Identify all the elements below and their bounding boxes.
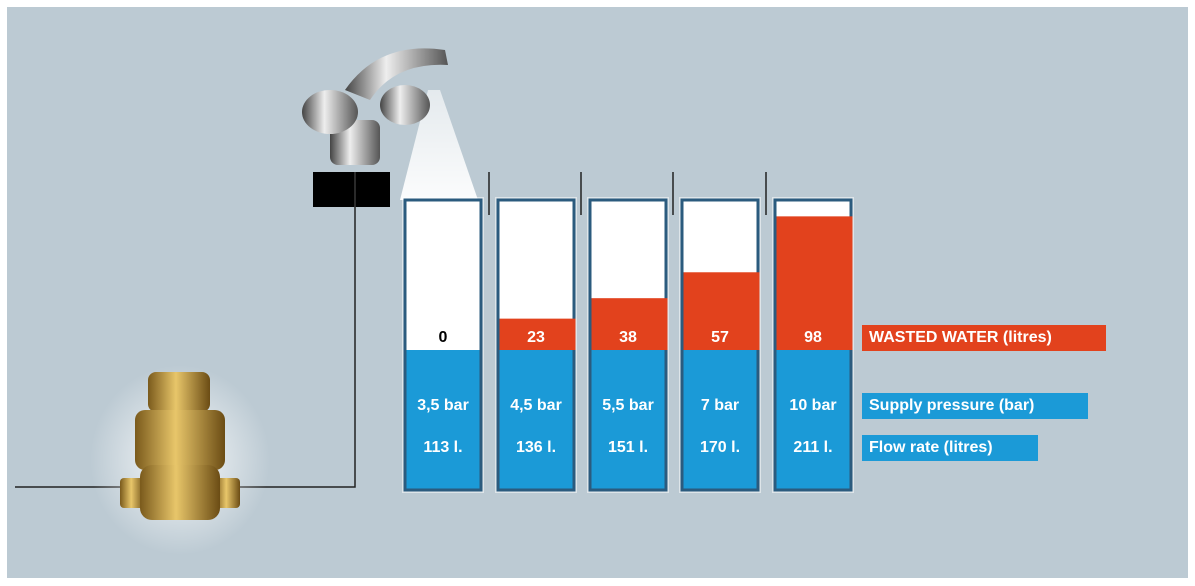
legend-box bbox=[862, 435, 1038, 461]
wasted-water-bar bbox=[683, 272, 760, 350]
legend-box bbox=[862, 325, 1106, 351]
flow-rate-label: 113 l. bbox=[423, 439, 462, 456]
value-label: 0 bbox=[439, 329, 448, 346]
pressure-label: 5,5 bar bbox=[602, 397, 654, 414]
legend-label: Flow rate (litres) bbox=[869, 439, 993, 456]
water-column bbox=[499, 350, 573, 489]
wasted-water-bar bbox=[591, 298, 668, 350]
value-label: 38 bbox=[619, 329, 637, 346]
flow-rate-label: 211 l. bbox=[793, 439, 832, 456]
flow-rate-label: 151 l. bbox=[608, 439, 648, 456]
value-label: 23 bbox=[527, 329, 545, 346]
value-label: 57 bbox=[711, 329, 729, 346]
legend-label: WASTED WATER (litres) bbox=[869, 329, 1052, 346]
water-spray bbox=[400, 90, 478, 200]
faucet-base bbox=[313, 172, 390, 207]
flow-rate-label: 170 l. bbox=[700, 439, 740, 456]
pressure-label: 10 bar bbox=[789, 397, 836, 414]
water-column bbox=[591, 350, 665, 489]
water-column bbox=[683, 350, 757, 489]
pressure-reducer bbox=[120, 372, 240, 520]
faucet bbox=[302, 48, 448, 165]
flow-rate-label: 136 l. bbox=[516, 439, 556, 456]
pressure-label: 4,5 bar bbox=[510, 397, 562, 414]
water-column bbox=[406, 350, 480, 489]
water-column bbox=[776, 350, 850, 489]
legend-box bbox=[862, 393, 1088, 419]
value-label: 98 bbox=[804, 329, 822, 346]
wasted-water-bar bbox=[776, 216, 853, 350]
pressure-label: 3,5 bar bbox=[417, 397, 469, 414]
legend-label: Supply pressure (bar) bbox=[869, 397, 1034, 414]
pressure-label: 7 bar bbox=[701, 397, 739, 414]
wasted-water-bar bbox=[499, 318, 576, 350]
